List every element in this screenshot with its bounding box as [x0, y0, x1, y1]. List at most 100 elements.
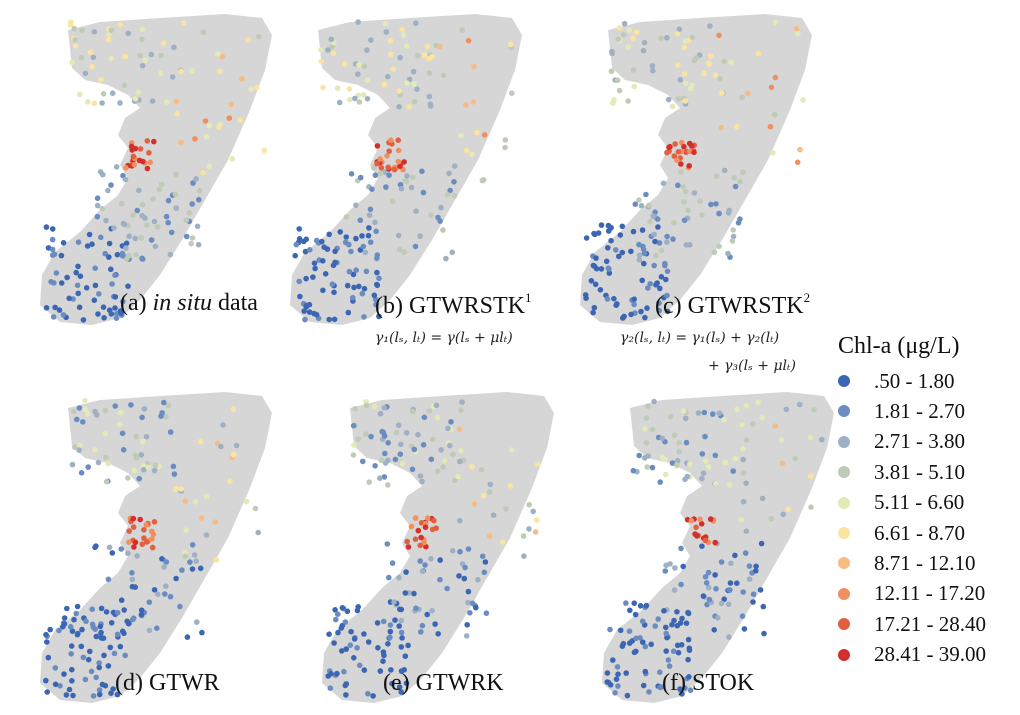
- sample-point: [43, 631, 49, 638]
- sample-point: [174, 111, 180, 117]
- sample-point: [478, 466, 485, 473]
- sample-point: [687, 461, 693, 467]
- sample-point: [163, 559, 170, 565]
- sample-point: [414, 86, 420, 92]
- sample-point: [131, 544, 137, 550]
- sample-point: [149, 536, 155, 542]
- sample-point: [101, 315, 107, 321]
- sample-point: [665, 96, 672, 103]
- sample-point: [227, 478, 233, 484]
- sample-point: [114, 691, 121, 698]
- sample-point: [685, 636, 692, 643]
- sample-point: [693, 55, 700, 61]
- sample-point: [364, 77, 371, 83]
- sample-point: [621, 20, 628, 27]
- sample-point: [725, 210, 732, 216]
- sample-point: [434, 468, 441, 474]
- sample-point: [610, 657, 616, 663]
- sample-point: [663, 630, 669, 637]
- sample-point: [750, 599, 756, 605]
- sample-point: [51, 280, 57, 286]
- sample-point: [95, 311, 101, 317]
- sample-point: [398, 629, 405, 636]
- sample-point: [94, 202, 101, 209]
- sample-point: [98, 77, 104, 83]
- sample-point: [347, 96, 353, 103]
- sample-point: [680, 184, 686, 190]
- sample-point: [138, 611, 145, 618]
- sample-point: [163, 414, 169, 420]
- sample-point: [759, 415, 766, 421]
- sample-point: [320, 258, 326, 264]
- sample-point: [631, 296, 637, 303]
- sample-point: [44, 689, 50, 695]
- sample-point: [669, 460, 676, 466]
- sample-point: [237, 117, 244, 123]
- sample-point: [370, 693, 376, 699]
- sample-point: [129, 570, 135, 576]
- sample-point: [591, 304, 598, 311]
- sample-point: [442, 457, 448, 464]
- sample-point: [619, 223, 626, 230]
- sample-point: [663, 648, 669, 654]
- sample-point: [676, 26, 683, 33]
- sample-point: [429, 607, 435, 614]
- sample-point: [126, 233, 132, 239]
- sample-point: [534, 461, 541, 467]
- sample-point: [741, 626, 748, 632]
- sample-point: [146, 150, 152, 156]
- sample-point: [75, 263, 81, 270]
- sample-point: [49, 236, 56, 243]
- sample-point: [89, 606, 95, 612]
- sample-point: [158, 181, 165, 188]
- sample-point: [74, 603, 81, 610]
- sample-point: [465, 37, 472, 44]
- sample-point: [675, 149, 682, 155]
- sample-point: [122, 652, 128, 659]
- sample-point: [651, 231, 657, 238]
- sample-point: [704, 601, 710, 608]
- sample-point: [481, 569, 488, 576]
- sample-point: [742, 550, 749, 556]
- sample-point: [164, 99, 170, 105]
- sample-point: [755, 399, 761, 405]
- sample-point: [136, 187, 142, 194]
- sample-point: [429, 436, 436, 443]
- sample-point: [403, 430, 410, 436]
- sample-point: [92, 446, 98, 453]
- sample-point: [139, 36, 145, 43]
- legend-item: .50 - 1.80: [838, 366, 955, 396]
- sample-point: [252, 505, 259, 512]
- sample-point: [261, 147, 268, 154]
- sample-point: [371, 165, 377, 171]
- sample-point: [119, 252, 126, 259]
- sample-point: [705, 569, 712, 576]
- sample-point: [56, 627, 62, 634]
- sample-point: [626, 27, 633, 33]
- sample-point: [593, 255, 599, 261]
- sample-point: [356, 283, 362, 290]
- sample-point: [605, 228, 612, 234]
- sample-point: [419, 478, 425, 485]
- sample-point: [193, 176, 199, 182]
- sample-point: [108, 620, 115, 626]
- sample-point: [590, 309, 596, 316]
- sample-point: [452, 477, 458, 484]
- sample-point: [332, 607, 338, 613]
- sample-point: [343, 214, 350, 220]
- sample-point: [195, 241, 202, 248]
- sample-point: [77, 273, 84, 280]
- sample-point: [630, 228, 637, 235]
- sample-point: [125, 620, 132, 627]
- sample-point: [670, 236, 676, 242]
- sample-point: [689, 34, 696, 41]
- sample-point: [102, 407, 109, 414]
- sample-point: [675, 649, 682, 656]
- sample-point: [169, 74, 176, 80]
- sample-point: [686, 674, 692, 680]
- sample-point: [229, 155, 236, 162]
- sample-point: [437, 557, 443, 563]
- sample-point: [90, 54, 97, 61]
- sample-point: [183, 233, 190, 240]
- sample-point: [662, 568, 669, 574]
